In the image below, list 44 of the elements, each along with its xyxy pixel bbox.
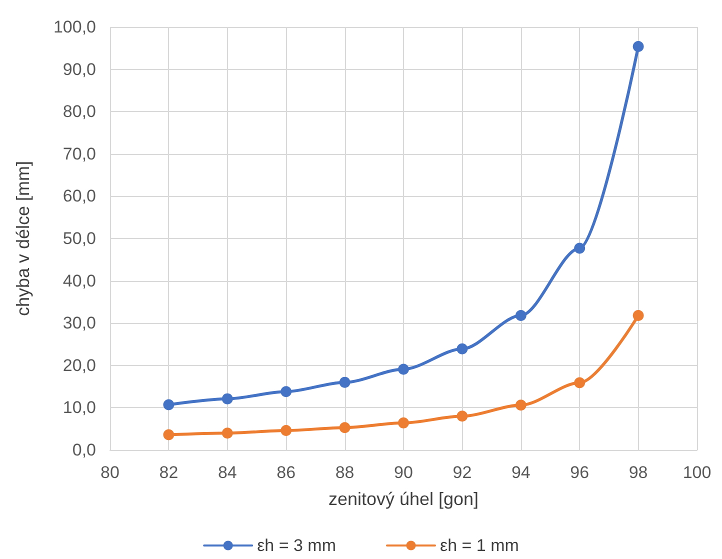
x-axis-title: zenitový úhel [gon] — [328, 489, 479, 509]
x-tick-label: 80 — [100, 463, 120, 482]
y-tick-label: 0,0 — [72, 440, 96, 460]
point — [163, 399, 174, 410]
point — [398, 364, 409, 375]
x-tick-label: 94 — [511, 463, 530, 482]
point — [222, 428, 233, 439]
x-tick-label: 96 — [570, 463, 590, 482]
point — [456, 343, 468, 354]
point — [398, 417, 409, 428]
y-tick-label: 100,0 — [53, 18, 96, 36]
x-tick-label: 90 — [394, 463, 413, 482]
y-tick-label: 70,0 — [62, 144, 96, 164]
point — [456, 410, 468, 422]
y-tick-label: 20,0 — [62, 356, 96, 375]
legend-label: εh = 3 mm — [257, 536, 336, 555]
y-tick-label: 30,0 — [62, 314, 96, 333]
x-tick-label: 84 — [218, 463, 237, 482]
x-tick-label: 82 — [159, 463, 178, 482]
point — [515, 400, 526, 411]
legend-label: εh = 1 mm — [440, 536, 519, 555]
x-tick-label: 100 — [682, 463, 712, 482]
point — [339, 422, 350, 434]
point — [163, 429, 174, 440]
y-tick-label: 50,0 — [62, 229, 96, 248]
point — [339, 376, 350, 388]
y-tick-label: 10,0 — [62, 398, 96, 418]
point — [280, 386, 292, 398]
x-tick-label: 98 — [628, 463, 648, 482]
x-tick-label: 92 — [452, 463, 472, 482]
point — [280, 425, 292, 436]
point — [632, 40, 644, 52]
y-tick-label: 40,0 — [62, 271, 96, 290]
y-axis-title: chyba v délce [mm] — [13, 160, 33, 316]
point — [515, 310, 526, 321]
point — [574, 242, 586, 254]
point — [632, 310, 644, 321]
x-tick-label: 88 — [335, 463, 354, 482]
y-tick-label: 90,0 — [62, 60, 96, 79]
point — [222, 393, 233, 404]
point — [574, 377, 586, 388]
x-tick-label: 86 — [276, 463, 296, 482]
y-tick-label: 80,0 — [62, 102, 96, 122]
y-tick-label: 60,0 — [62, 186, 96, 206]
